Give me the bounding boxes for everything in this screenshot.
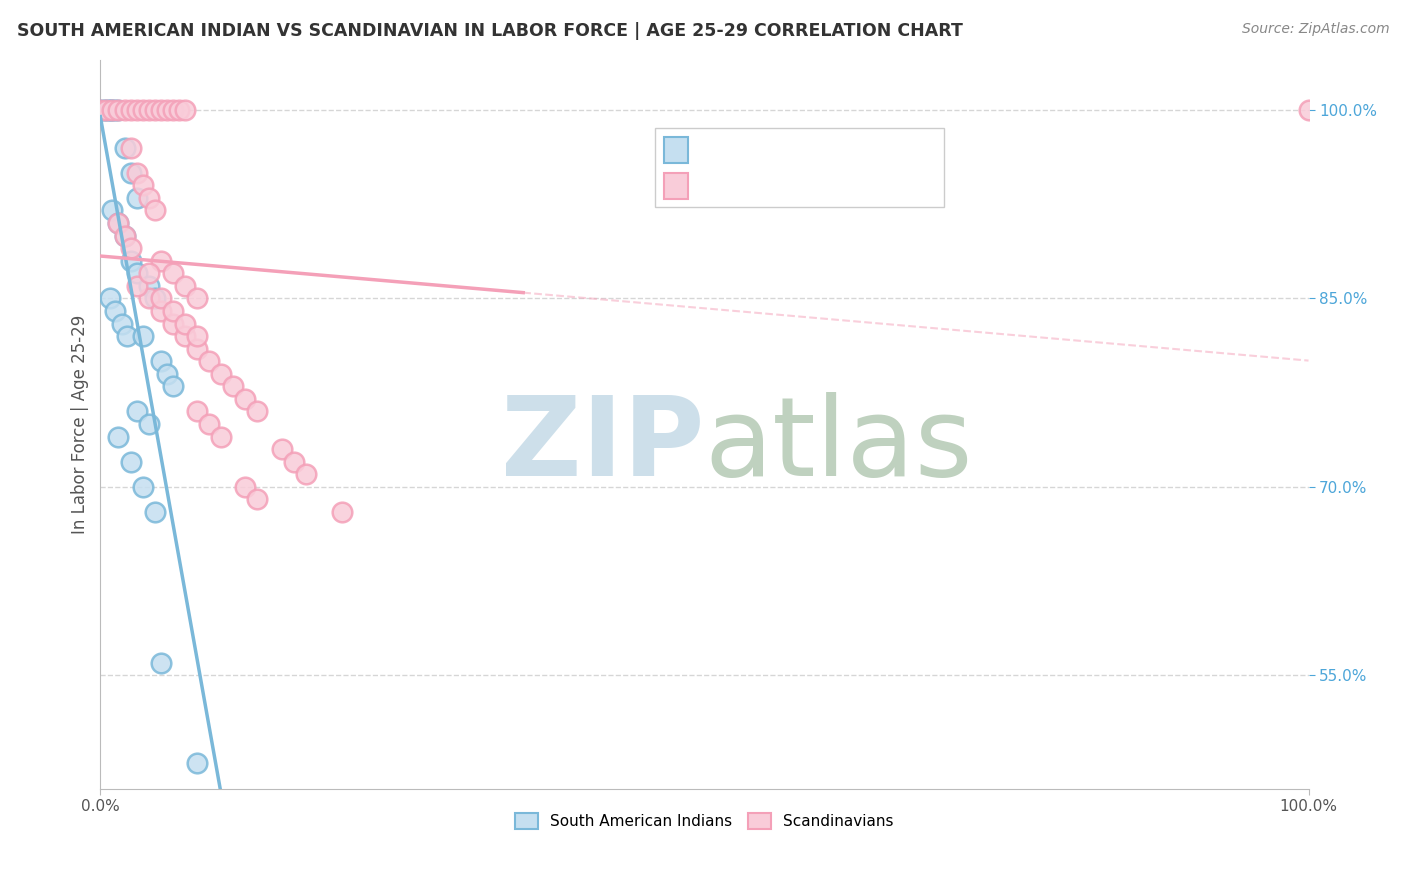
Point bbox=[120, 253, 142, 268]
Point bbox=[156, 103, 179, 117]
Point bbox=[209, 367, 232, 381]
Point bbox=[162, 317, 184, 331]
Point bbox=[101, 203, 124, 218]
Point bbox=[1298, 103, 1320, 117]
Point bbox=[131, 178, 153, 193]
Point bbox=[120, 140, 142, 154]
Point bbox=[186, 756, 208, 771]
Point bbox=[186, 404, 208, 418]
Point bbox=[186, 292, 208, 306]
Point bbox=[131, 329, 153, 343]
Point bbox=[174, 103, 197, 117]
Point bbox=[283, 455, 305, 469]
Point bbox=[162, 379, 184, 393]
Text: atlas: atlas bbox=[704, 392, 973, 500]
Point bbox=[138, 266, 160, 280]
Point bbox=[246, 492, 269, 507]
Point bbox=[131, 103, 153, 117]
Point bbox=[89, 103, 111, 117]
Point bbox=[89, 103, 111, 117]
Point bbox=[149, 103, 172, 117]
Point bbox=[330, 505, 353, 519]
Point bbox=[104, 103, 127, 117]
Point bbox=[156, 367, 179, 381]
Y-axis label: In Labor Force | Age 25-29: In Labor Force | Age 25-29 bbox=[72, 315, 89, 533]
Point bbox=[125, 266, 148, 280]
Point bbox=[149, 656, 172, 670]
Point bbox=[125, 103, 148, 117]
Point bbox=[120, 455, 142, 469]
Point bbox=[120, 241, 142, 255]
Point bbox=[107, 216, 129, 230]
Text: Source: ZipAtlas.com: Source: ZipAtlas.com bbox=[1241, 22, 1389, 37]
Point bbox=[125, 404, 148, 418]
Point bbox=[162, 304, 184, 318]
Point bbox=[174, 317, 197, 331]
Point bbox=[114, 228, 136, 243]
Point bbox=[125, 166, 148, 180]
Point bbox=[143, 203, 166, 218]
Point bbox=[162, 103, 184, 117]
Point bbox=[149, 253, 172, 268]
Point bbox=[107, 429, 129, 443]
Point bbox=[198, 354, 221, 368]
Point bbox=[138, 191, 160, 205]
Point bbox=[100, 103, 122, 117]
Point bbox=[107, 103, 129, 117]
Point bbox=[222, 379, 245, 393]
Point bbox=[162, 266, 184, 280]
Point bbox=[125, 191, 148, 205]
Point bbox=[138, 278, 160, 293]
Point bbox=[149, 354, 172, 368]
Point bbox=[138, 292, 160, 306]
Point bbox=[233, 480, 256, 494]
Point bbox=[209, 429, 232, 443]
Point bbox=[125, 278, 148, 293]
Point bbox=[107, 103, 129, 117]
Point bbox=[101, 103, 124, 117]
Point bbox=[186, 342, 208, 356]
Text: R = 0.236   N = 38: R = 0.236 N = 38 bbox=[696, 139, 866, 157]
Point bbox=[143, 292, 166, 306]
Point bbox=[96, 103, 118, 117]
Point bbox=[149, 292, 172, 306]
Text: R = 0.521   N = 52: R = 0.521 N = 52 bbox=[696, 175, 866, 193]
Point bbox=[246, 404, 269, 418]
Point bbox=[101, 103, 124, 117]
Point bbox=[198, 417, 221, 431]
Point bbox=[270, 442, 292, 457]
Point bbox=[143, 103, 166, 117]
Point bbox=[138, 417, 160, 431]
Point bbox=[107, 216, 129, 230]
Point bbox=[114, 140, 136, 154]
Point bbox=[104, 304, 127, 318]
Point bbox=[186, 329, 208, 343]
Point bbox=[114, 103, 136, 117]
Point bbox=[115, 329, 138, 343]
Point bbox=[131, 480, 153, 494]
Point bbox=[174, 278, 197, 293]
Legend: South American Indians, Scandinavians: South American Indians, Scandinavians bbox=[509, 807, 900, 836]
Point bbox=[96, 103, 118, 117]
Point bbox=[174, 329, 197, 343]
Point bbox=[120, 166, 142, 180]
Point bbox=[149, 304, 172, 318]
Point bbox=[97, 103, 120, 117]
Text: SOUTH AMERICAN INDIAN VS SCANDINAVIAN IN LABOR FORCE | AGE 25-29 CORRELATION CHA: SOUTH AMERICAN INDIAN VS SCANDINAVIAN IN… bbox=[17, 22, 963, 40]
Point bbox=[114, 228, 136, 243]
Point bbox=[138, 103, 160, 117]
Point bbox=[233, 392, 256, 406]
Point bbox=[143, 505, 166, 519]
Point bbox=[167, 103, 190, 117]
Point bbox=[294, 467, 316, 482]
Point bbox=[98, 292, 121, 306]
Point bbox=[120, 103, 142, 117]
Point bbox=[111, 317, 134, 331]
Text: ZIP: ZIP bbox=[501, 392, 704, 500]
Point bbox=[93, 103, 115, 117]
